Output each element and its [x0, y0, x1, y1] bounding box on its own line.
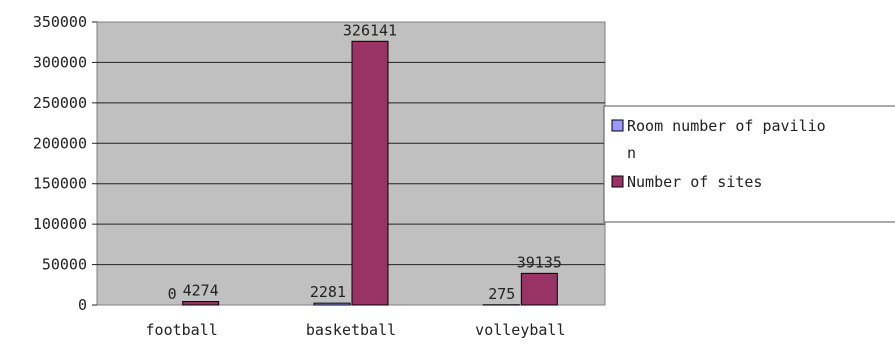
legend: Room number of pavilio n Number of sites	[603, 105, 895, 223]
x-category-label-football: football	[146, 321, 218, 339]
data-label: 326141	[343, 21, 397, 39]
legend-label-room-number-line1: Room number of pavilio	[627, 117, 826, 135]
plot-area	[96, 21, 606, 306]
bar-number-of-sites-volleyball	[520, 272, 558, 306]
y-axis-ticks: 350000 300000 250000 200000 150000 100000 5000…	[33, 13, 97, 314]
x-category-label-basketball: basketball	[306, 321, 396, 339]
y-tick-label: 100000	[33, 215, 87, 233]
data-label: 2281	[310, 283, 346, 301]
y-tick-label: 0	[78, 296, 87, 314]
bar-room-number-basketball	[313, 302, 351, 306]
y-tick-label: 250000	[33, 94, 87, 112]
y-tick-label: 200000	[33, 134, 87, 152]
data-label: 275	[488, 285, 515, 303]
data-label: 4274	[183, 282, 219, 300]
data-label: 0	[168, 285, 177, 303]
bars	[182, 40, 558, 306]
legend-label-number-of-sites: Number of sites	[627, 173, 762, 191]
bar-number-of-sites-football	[182, 301, 220, 306]
y-tick-label: 50000	[42, 256, 87, 274]
legend-box	[603, 105, 895, 223]
legend-label-room-number-line2: n	[627, 144, 636, 162]
gridlines	[97, 61, 605, 266]
bar-number-of-sites-basketball	[351, 40, 389, 306]
y-tick-label: 150000	[33, 175, 87, 193]
legend-swatch-number-of-sites	[611, 175, 624, 188]
y-tick-label: 300000	[33, 53, 87, 71]
x-axis-categories: football basketball volleyball	[146, 321, 566, 339]
data-label: 39135	[517, 253, 562, 271]
x-category-label-volleyball: volleyball	[475, 321, 565, 339]
y-tick-label: 350000	[33, 13, 87, 31]
legend-swatch-room-number	[611, 119, 624, 132]
